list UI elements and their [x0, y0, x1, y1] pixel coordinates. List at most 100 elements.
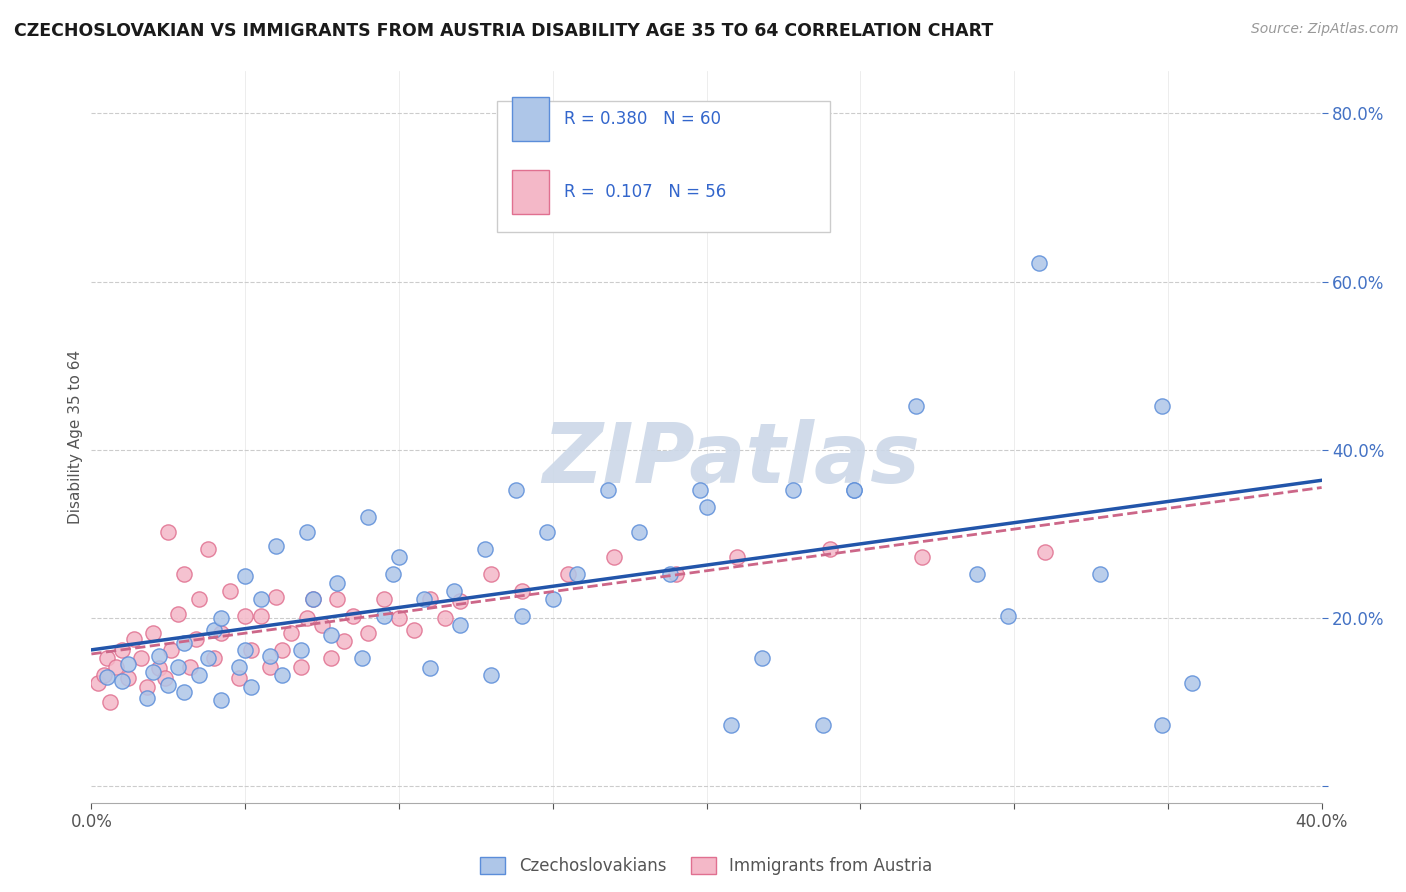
- Point: [373, 592, 395, 607]
- Point: [93, 668, 115, 682]
- Point: [202, 624, 225, 638]
- Point: [725, 550, 748, 565]
- Point: [160, 642, 183, 657]
- Point: [658, 567, 681, 582]
- Point: [188, 592, 211, 607]
- Y-axis label: Disability Age 35 to 64: Disability Age 35 to 64: [67, 350, 83, 524]
- Point: [148, 648, 170, 663]
- Point: [311, 617, 333, 632]
- Point: [111, 673, 134, 688]
- Point: [332, 634, 354, 648]
- Point: [557, 567, 579, 582]
- Point: [357, 626, 380, 640]
- Point: [209, 611, 232, 625]
- Point: [596, 483, 619, 497]
- Text: R = 0.380   N = 60: R = 0.380 N = 60: [564, 110, 721, 128]
- Point: [184, 632, 207, 646]
- Point: [173, 685, 195, 699]
- Point: [813, 718, 835, 732]
- Point: [842, 483, 865, 497]
- Point: [720, 718, 742, 732]
- Point: [603, 550, 626, 565]
- Point: [419, 592, 441, 607]
- Point: [124, 632, 146, 646]
- Point: [264, 590, 287, 604]
- Text: Source: ZipAtlas.com: Source: ZipAtlas.com: [1251, 22, 1399, 37]
- Point: [240, 642, 263, 657]
- Point: [696, 500, 718, 514]
- Point: [689, 483, 711, 497]
- Point: [209, 693, 232, 707]
- Point: [904, 399, 927, 413]
- Point: [443, 583, 465, 598]
- Point: [197, 541, 219, 556]
- Point: [357, 510, 380, 524]
- Point: [627, 525, 650, 540]
- Point: [264, 540, 287, 554]
- Point: [179, 659, 201, 673]
- Point: [157, 678, 180, 692]
- Point: [997, 609, 1019, 624]
- Point: [271, 642, 294, 657]
- Point: [218, 583, 240, 598]
- Point: [1150, 718, 1173, 732]
- Point: [751, 651, 773, 665]
- Point: [197, 651, 219, 665]
- Point: [479, 567, 502, 582]
- Bar: [512, 97, 548, 141]
- Point: [105, 659, 127, 673]
- Point: [96, 651, 118, 665]
- Point: [228, 659, 250, 673]
- Point: [280, 626, 302, 640]
- Point: [541, 592, 564, 607]
- Point: [782, 483, 804, 497]
- Point: [233, 569, 256, 583]
- Point: [449, 617, 471, 632]
- Point: [321, 651, 343, 665]
- Point: [818, 541, 841, 556]
- Point: [259, 659, 281, 673]
- Point: [117, 657, 139, 671]
- Point: [326, 592, 349, 607]
- Point: [1033, 545, 1056, 559]
- Point: [173, 567, 195, 582]
- Legend: Czechoslovakians, Immigrants from Austria: Czechoslovakians, Immigrants from Austri…: [481, 856, 932, 875]
- Point: [388, 611, 411, 625]
- Point: [842, 483, 865, 497]
- Point: [233, 642, 256, 657]
- Point: [419, 661, 441, 675]
- Point: [412, 592, 434, 607]
- Point: [326, 575, 349, 590]
- Point: [373, 609, 395, 624]
- Point: [209, 626, 232, 640]
- Point: [479, 668, 502, 682]
- Point: [166, 607, 188, 621]
- Bar: [512, 170, 548, 214]
- Point: [271, 668, 294, 682]
- Point: [96, 670, 118, 684]
- Point: [665, 567, 688, 582]
- Point: [966, 567, 988, 582]
- Point: [233, 609, 256, 624]
- Point: [1150, 399, 1173, 413]
- Point: [510, 609, 533, 624]
- FancyBboxPatch shape: [498, 101, 830, 232]
- Point: [434, 611, 457, 625]
- Point: [295, 611, 318, 625]
- Point: [295, 525, 318, 540]
- Point: [153, 672, 177, 686]
- Point: [228, 672, 250, 686]
- Text: R =  0.107   N = 56: R = 0.107 N = 56: [564, 183, 725, 201]
- Point: [259, 648, 281, 663]
- Text: ZIPatlas: ZIPatlas: [543, 418, 920, 500]
- Point: [117, 672, 139, 686]
- Point: [388, 550, 411, 565]
- Point: [129, 651, 152, 665]
- Point: [142, 626, 165, 640]
- Point: [249, 609, 271, 624]
- Point: [449, 594, 471, 608]
- Point: [321, 627, 343, 641]
- Point: [301, 592, 323, 607]
- Point: [86, 676, 108, 690]
- Point: [1088, 567, 1111, 582]
